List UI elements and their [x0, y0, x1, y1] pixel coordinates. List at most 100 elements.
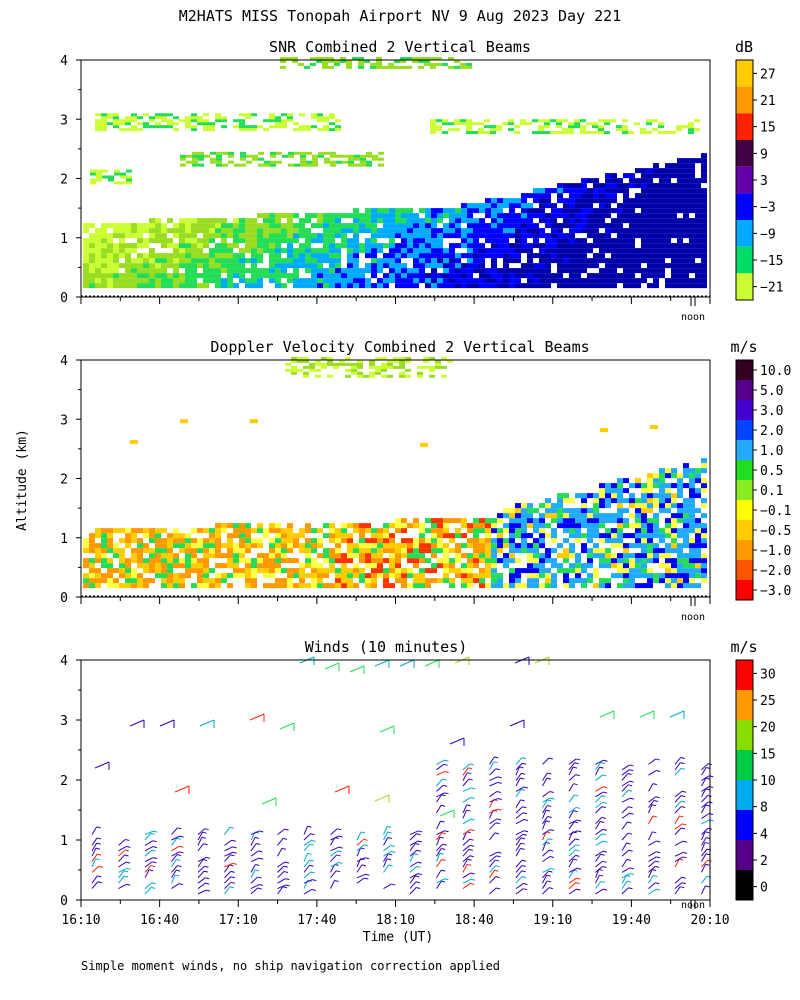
snr-cell	[305, 238, 311, 244]
snr-cell	[407, 268, 413, 274]
snr-cell	[341, 243, 347, 249]
wind-barb	[621, 764, 630, 771]
snr-cell	[545, 253, 551, 259]
doppler-cell	[305, 583, 311, 589]
snr-cell	[383, 223, 389, 229]
doppler-cell	[303, 365, 309, 369]
snr-cell	[485, 223, 491, 229]
doppler-cell	[605, 488, 611, 494]
snr-cell	[551, 218, 557, 224]
snr-cell	[155, 273, 161, 279]
wind-barb	[674, 827, 682, 835]
colorbar-swatch	[736, 113, 753, 140]
snr-cell	[635, 193, 641, 199]
snr-cell	[641, 228, 647, 234]
snr-cell	[365, 253, 371, 259]
doppler-cell	[539, 538, 545, 544]
doppler-cell	[455, 558, 461, 564]
doppler-cell	[467, 523, 473, 529]
wind-barb-flag	[575, 882, 580, 885]
doppler-cell	[89, 543, 95, 549]
snr-cell	[413, 278, 419, 284]
wind-barb-flag	[258, 884, 264, 887]
wind-barb	[277, 865, 285, 873]
x-tick-label: 18:40	[455, 913, 494, 928]
snr-cell	[341, 273, 347, 279]
doppler-cell	[173, 538, 179, 544]
wind-barb-flag	[577, 819, 582, 822]
snr-cell	[269, 233, 275, 239]
wind-barb	[595, 795, 603, 803]
doppler-cell	[137, 528, 143, 534]
snr-cell	[383, 228, 389, 234]
wind-barb	[197, 877, 206, 884]
doppler-cell	[215, 528, 221, 534]
snr-cell	[689, 258, 695, 264]
snr-cell	[239, 113, 245, 117]
snr-cell	[593, 213, 599, 219]
doppler-cell	[629, 503, 635, 509]
wind-barb	[462, 809, 467, 819]
wind-barb-flag	[629, 797, 635, 800]
doppler-cell	[635, 583, 641, 589]
snr-cell	[335, 233, 341, 239]
snr-cell	[665, 213, 671, 219]
snr-cell	[209, 218, 215, 224]
doppler-cell	[359, 538, 365, 544]
snr-cell	[305, 283, 311, 289]
snr-cell	[683, 183, 689, 189]
snr-cell	[191, 125, 197, 129]
wind-barb	[436, 804, 442, 814]
snr-cell	[180, 154, 186, 158]
snr-cell	[551, 243, 557, 249]
snr-cell	[401, 213, 407, 219]
doppler-cell	[683, 583, 689, 589]
snr-cell	[280, 59, 286, 63]
snr-cell	[395, 228, 401, 234]
doppler-cell	[593, 528, 599, 534]
snr-cell	[353, 208, 359, 214]
snr-cell	[185, 119, 191, 123]
doppler-cell	[333, 362, 339, 366]
colorbar-label: 0	[760, 881, 768, 896]
doppler-cell	[323, 573, 329, 579]
doppler-cell	[395, 578, 401, 584]
wind-barb	[674, 795, 682, 803]
snr-cell	[185, 116, 191, 120]
snr-cell	[479, 223, 485, 229]
doppler-cell	[401, 583, 407, 589]
snr-cell	[281, 248, 287, 254]
doppler-cell	[371, 538, 377, 544]
doppler-cell	[629, 498, 635, 504]
snr-cell	[119, 243, 125, 249]
snr-cell	[515, 213, 521, 219]
snr-cell	[192, 163, 198, 167]
doppler-cell	[143, 533, 149, 539]
wind-barb	[250, 864, 256, 873]
snr-cell	[185, 218, 191, 224]
doppler-cell	[635, 508, 641, 514]
snr-cell	[569, 218, 575, 224]
snr-cell	[364, 59, 370, 63]
snr-cell	[695, 263, 701, 269]
wind-barb	[515, 789, 522, 798]
doppler-cell	[497, 513, 503, 519]
snr-cell	[377, 233, 383, 239]
snr-cell	[449, 283, 455, 289]
snr-cell	[425, 248, 431, 254]
snr-cell	[694, 119, 700, 123]
doppler-cell	[221, 573, 227, 579]
snr-cell	[629, 243, 635, 249]
snr-cell	[479, 283, 485, 289]
snr-cell	[479, 248, 485, 254]
wind-barb	[568, 810, 574, 819]
snr-cell	[539, 198, 545, 204]
snr-cell	[503, 223, 509, 229]
doppler-cell	[125, 528, 131, 534]
wind-barb-flag	[496, 790, 501, 793]
snr-cell	[288, 163, 294, 167]
snr-cell	[695, 198, 701, 204]
wind-barb-flag	[548, 757, 553, 760]
snr-cell	[101, 263, 107, 269]
doppler-cell	[521, 528, 527, 534]
